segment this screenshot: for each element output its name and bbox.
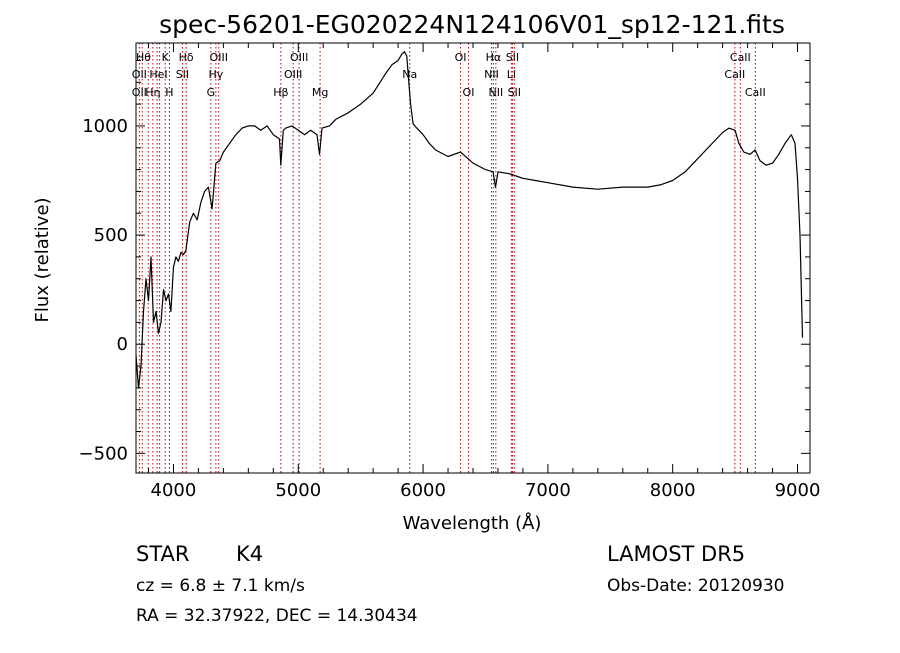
line-label: K	[162, 51, 170, 64]
line-label: CaII	[745, 86, 766, 99]
spectral-line-markers	[138, 43, 756, 473]
object-subclass: K4	[236, 542, 263, 566]
line-label: OI	[455, 51, 467, 64]
object-class: STAR	[136, 542, 189, 566]
survey-name: LAMOST DR5	[607, 542, 745, 566]
line-label: Hδ	[179, 51, 194, 64]
line-label: CaII	[730, 51, 751, 64]
line-labels: Hθ K Hδ OIII OIII OI Hα SII CaII OII HeI SII Hγ OIII N…	[132, 51, 766, 99]
line-label: Mg	[312, 86, 328, 99]
line-label: Hγ	[208, 68, 223, 81]
line-label: OIII	[290, 51, 308, 64]
x-axis-label: Wavelength (Å)	[403, 512, 542, 534]
line-label: NII	[484, 68, 499, 81]
line-label: Na	[402, 68, 417, 81]
y-axis-label: Flux (relative)	[32, 197, 53, 322]
x-axis-ticks: 4000 5000 6000 7000 8000 9000	[147, 43, 821, 501]
line-label: OIII	[284, 68, 302, 81]
x-tick-label: 6000	[400, 480, 446, 501]
line-label: OII	[132, 86, 147, 99]
x-tick-label: 5000	[275, 480, 321, 501]
line-label: H	[165, 86, 173, 99]
y-tick-label: 500	[94, 225, 128, 246]
y-tick-label: −500	[79, 443, 128, 464]
x-tick-label: 4000	[151, 480, 197, 501]
y-tick-label: 0	[117, 334, 128, 355]
line-label: Hη	[145, 86, 160, 99]
line-label: OIII	[210, 51, 228, 64]
line-label: Hβ	[273, 86, 288, 99]
line-label: G	[207, 86, 216, 99]
x-tick-label: 9000	[775, 480, 821, 501]
line-label: OII	[132, 68, 147, 81]
x-tick-label: 7000	[525, 480, 571, 501]
plot-frame	[135, 42, 811, 474]
coordinates: RA = 32.37922, DEC = 14.30434	[136, 606, 418, 626]
y-axis-ticks: −500 0 500 1000	[79, 59, 810, 464]
line-label: SII	[176, 68, 189, 81]
line-label: NII	[488, 86, 503, 99]
spectrum-series	[135, 51, 804, 389]
line-label: SII	[508, 86, 521, 99]
line-label: Hθ	[136, 51, 151, 64]
chart-title: spec-56201-EG020224N124106V01_sp12-121.f…	[159, 10, 785, 39]
line-label: SII	[506, 51, 519, 64]
line-label: Hα	[486, 51, 502, 64]
line-label: CaII	[724, 68, 745, 81]
line-label: HeI	[149, 68, 167, 81]
spectrum-line-0	[135, 51, 804, 389]
observation-date: Obs-Date: 20120930	[607, 576, 784, 596]
line-label: OI	[463, 86, 475, 99]
y-tick-label: 1000	[82, 116, 128, 137]
x-tick-label: 8000	[650, 480, 696, 501]
line-label: Li	[507, 68, 516, 81]
redshift-cz: cz = 6.8 ± 7.1 km/s	[136, 576, 305, 596]
